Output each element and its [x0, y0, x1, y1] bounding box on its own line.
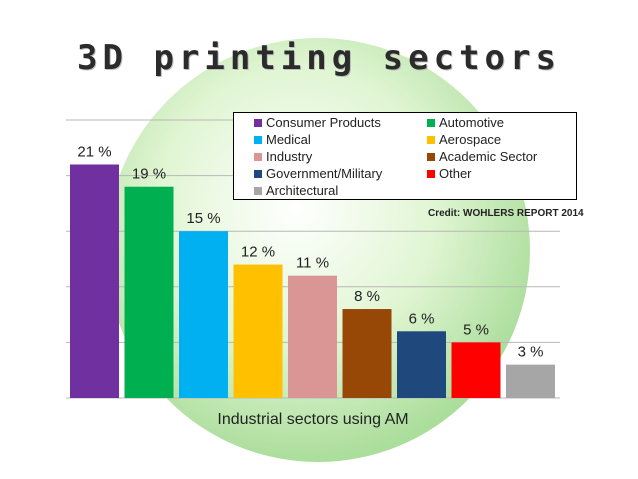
legend-swatch [254, 186, 262, 195]
legend-swatch [254, 118, 262, 127]
legend-item: Medical [254, 132, 311, 147]
bar-academic-sector [342, 309, 392, 398]
data-label: 5 % [463, 321, 489, 338]
bar-government-military [397, 331, 446, 398]
legend-label: Academic Sector [439, 149, 538, 164]
data-label: 8 % [354, 288, 380, 305]
bar-industry [288, 275, 337, 398]
legend-label: Aerospace [439, 132, 502, 147]
legend-swatch [254, 169, 262, 178]
legend-item: Architectural [254, 183, 338, 198]
legend-swatch [254, 135, 262, 144]
bar-consumer-products [70, 164, 119, 398]
bar-architectural [506, 364, 555, 398]
legend-label: Consumer Products [266, 115, 381, 130]
legend-item: Academic Sector [427, 149, 537, 164]
bar-other [451, 342, 501, 398]
page-title: 3D printing sectors [77, 38, 561, 78]
legend-label: Medical [266, 132, 311, 147]
data-label: 12 % [241, 244, 275, 261]
legend-label: Architectural [266, 183, 339, 198]
legend-item: Government/Military [254, 166, 382, 181]
legend-label: Government/Military [266, 166, 383, 181]
legend-label: Automotive [439, 115, 505, 130]
data-label: 15 % [186, 210, 220, 227]
x-axis-label: Industrial sectors using AM [217, 411, 409, 428]
data-label: 6 % [409, 310, 435, 327]
legend-item: Aerospace [427, 132, 501, 147]
legend-label: Other [439, 166, 472, 181]
bar-automotive [124, 186, 174, 398]
legend-label: Industry [266, 149, 313, 164]
legend-swatch [427, 169, 435, 178]
legend-item: Automotive [427, 115, 504, 130]
legend-item: Other [427, 166, 472, 181]
legend-swatch [427, 135, 435, 144]
legend-swatch [254, 152, 262, 161]
chart-legend: Consumer Products Automotive Medical Aerosp… [233, 112, 577, 200]
data-label: 19 % [132, 166, 166, 183]
data-label: 11 % [296, 255, 329, 272]
legend-swatch [427, 118, 435, 127]
bar-aerospace [233, 264, 283, 398]
credit-note: Credit: WOHLERS REPORT 2014 [428, 208, 584, 219]
legend-swatch [427, 152, 435, 161]
data-label: 21 % [77, 143, 111, 160]
legend-item: Consumer Products [254, 115, 381, 130]
legend-item: Industry [254, 149, 312, 164]
data-label: 3 % [518, 344, 544, 361]
bar-medical [179, 231, 228, 398]
